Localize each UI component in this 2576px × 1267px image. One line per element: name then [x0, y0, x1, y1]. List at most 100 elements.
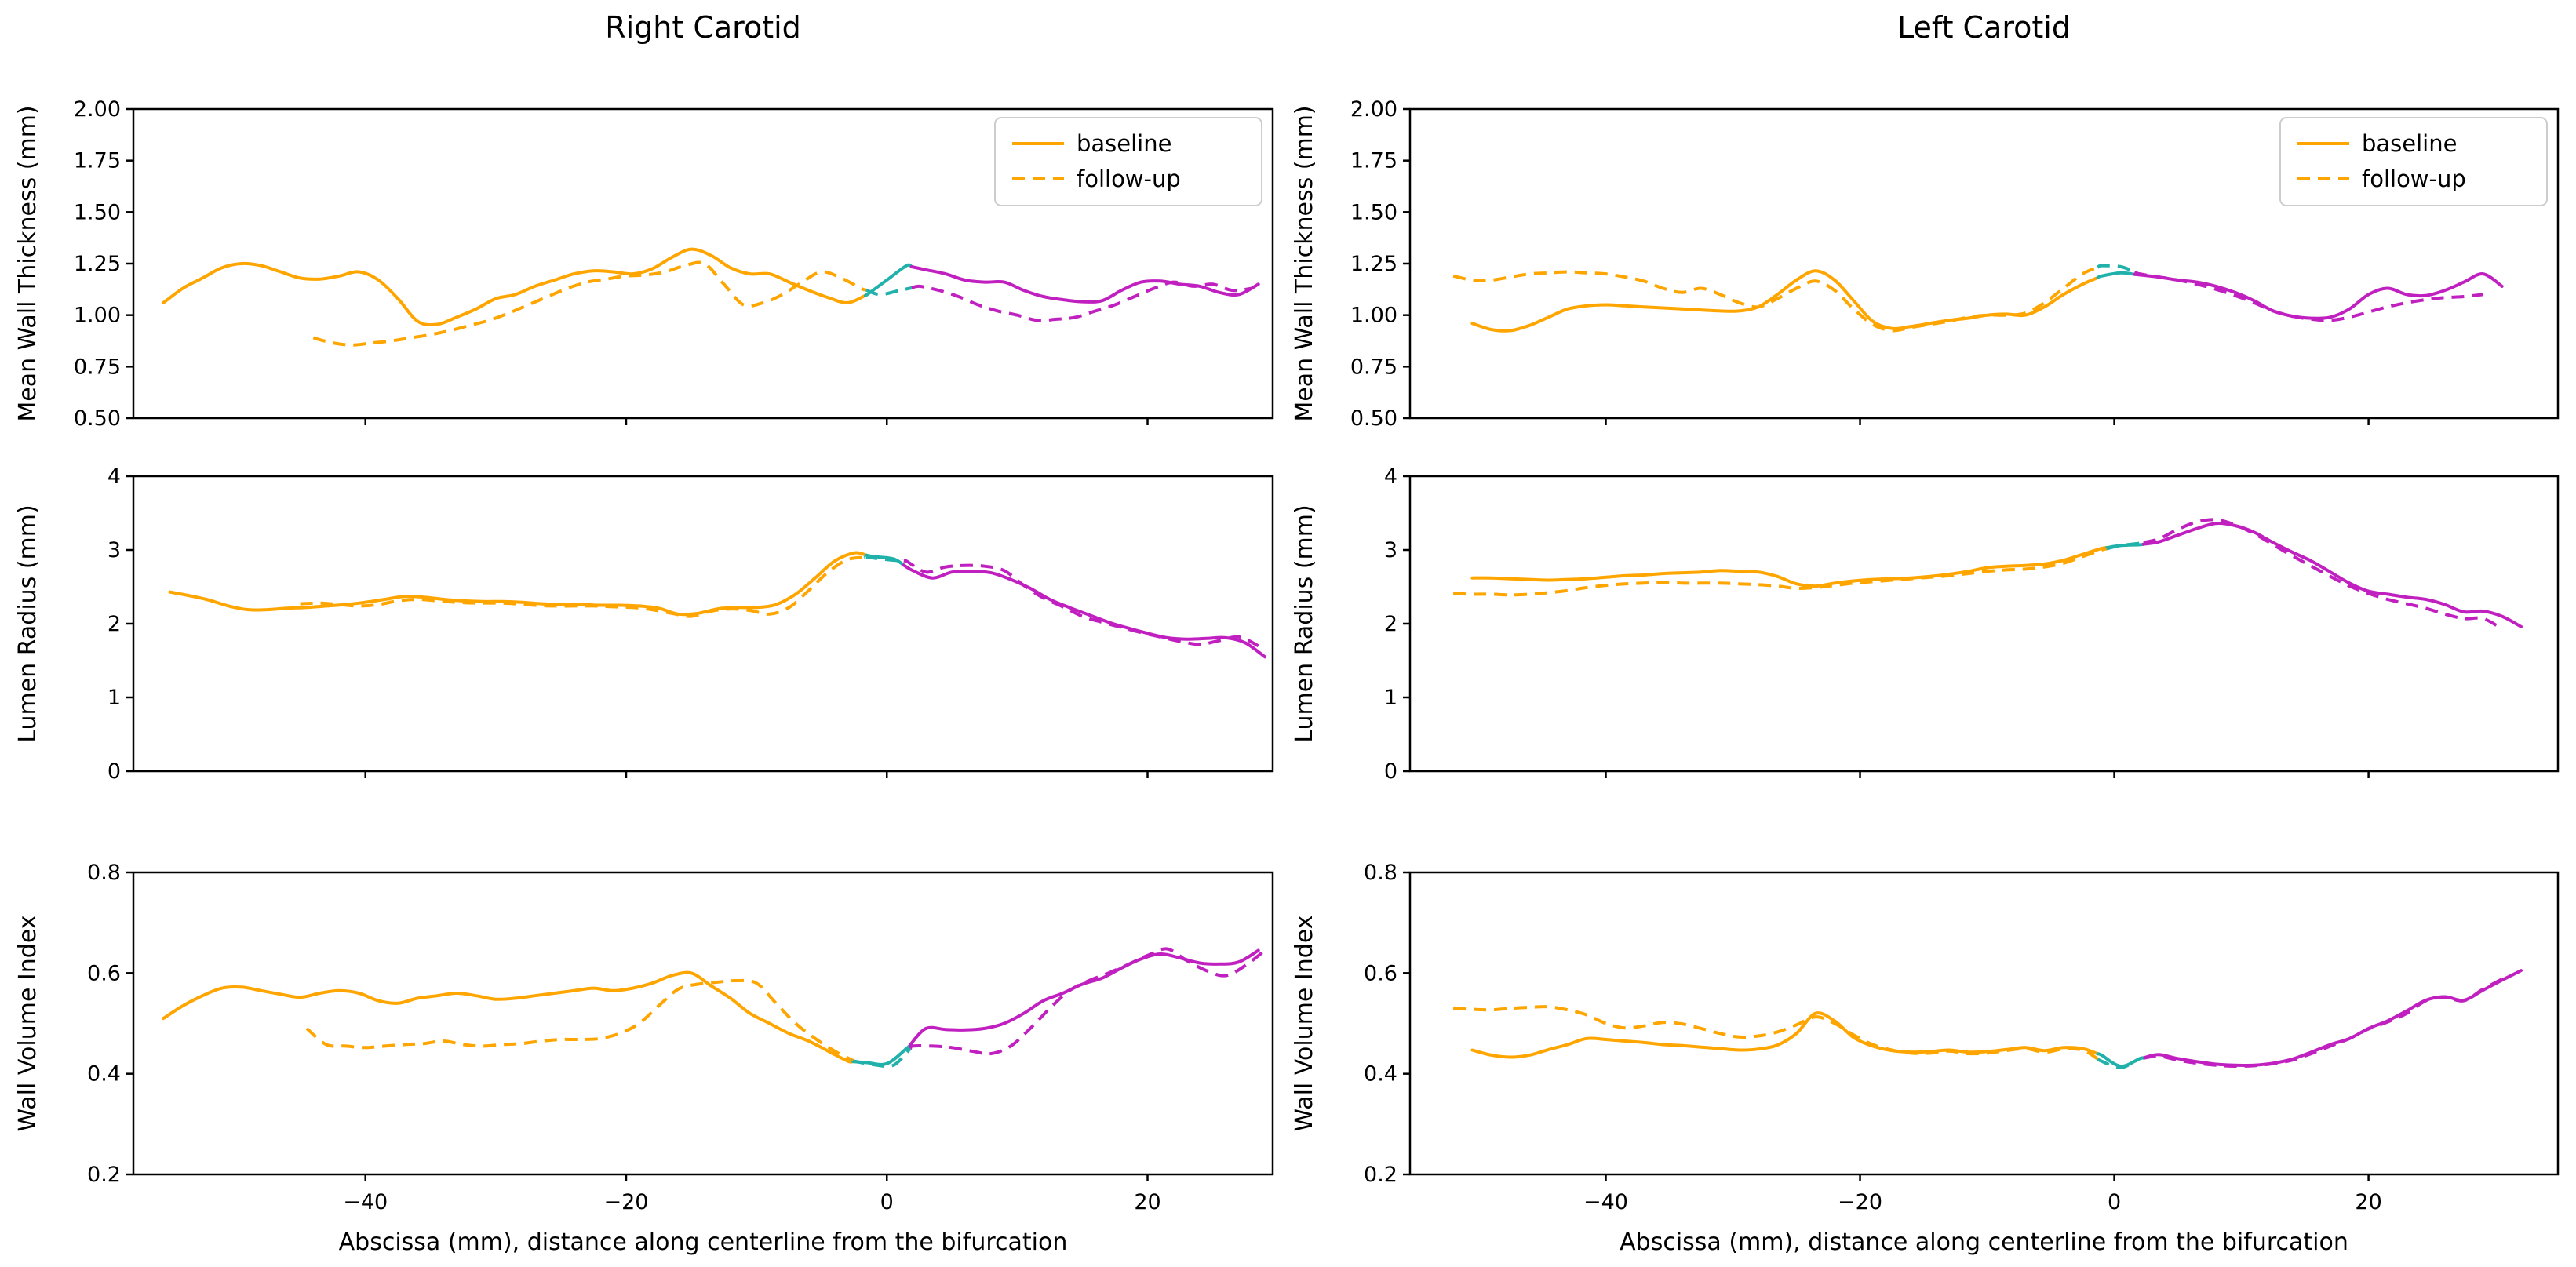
subplot-right-carotid-lumen-radius: 0 1 2 3 4 Lumen Radius (mm): [14, 464, 1274, 784]
y-tick-label: 4: [1384, 464, 1397, 489]
y-tick-label: 0.50: [74, 406, 121, 431]
x-tick-label: −20: [1838, 1190, 1882, 1214]
baseline-line-segment: [162, 247, 868, 327]
subplot-left-carotid-mean-wall-thickness: Left Carotid 0.50 0.75 1.00 1.25 1.50 1.75 2.00…: [1291, 10, 2560, 431]
baseline-line-segment: [2096, 271, 2137, 279]
y-tick-label: 0.8: [1364, 861, 1397, 885]
baseline-line-segment: [162, 970, 855, 1064]
follow-up-line-segment: [2143, 518, 2503, 631]
axes-spines: [132, 871, 1274, 1176]
y-axis-label: Mean Wall Thickness (mm): [1291, 105, 1318, 421]
follow-up-line-segment: [863, 555, 904, 563]
subplot-right-carotid-wall-volume-index: 0.2 0.4 0.6 0.8 −40 −20 0 20 Wall Volume Index Ab…: [14, 861, 1274, 1256]
y-axis-label: Wall Volume Index: [14, 915, 42, 1131]
y-axis-label: Mean Wall Thickness (mm): [14, 105, 42, 421]
baseline-line-segment: [168, 551, 868, 617]
x-tick-label: −20: [603, 1190, 648, 1214]
legend: baseline follow-up: [994, 117, 1262, 206]
legend: baseline follow-up: [2279, 117, 2548, 206]
y-tick-label: 0.4: [1364, 1062, 1397, 1087]
y-tick-label: 2: [1384, 612, 1397, 636]
baseline-line-segment: [1470, 546, 2108, 588]
x-tick-label: −40: [343, 1190, 388, 1214]
x-tick-label: −40: [1583, 1190, 1628, 1214]
x-tick-label: 0: [2108, 1190, 2121, 1214]
legend-label: baseline: [1077, 130, 1171, 157]
baseline-line-segment: [2141, 522, 2523, 628]
y-tick-label: 0.4: [87, 1062, 121, 1087]
x-axis-label: Abscissa (mm), distance along centerline…: [339, 1229, 1068, 1256]
legend-label: follow-up: [2362, 166, 2466, 192]
y-tick-label: 4: [107, 464, 121, 489]
y-axis-label: Lumen Radius (mm): [14, 504, 42, 742]
y-tick-label: 1.50: [1350, 200, 1397, 224]
plot-title: Left Carotid: [1897, 10, 2071, 45]
y-tick-label: 0.8: [87, 861, 121, 885]
baseline-line-segment: [863, 263, 913, 298]
x-tick-label: 0: [880, 1190, 894, 1214]
y-tick-label: 0.6: [87, 961, 121, 985]
follow-up-line-segment: [305, 978, 854, 1062]
y-tick-label: 0.75: [1350, 355, 1397, 379]
baseline-line-segment: [864, 553, 905, 567]
x-axis-label: Abscissa (mm), distance along centerline…: [1620, 1229, 2348, 1256]
y-axis-label: Lumen Radius (mm): [1291, 504, 1318, 742]
baseline-line-segment: [909, 948, 1260, 1047]
y-tick-label: 1.25: [1350, 252, 1397, 276]
y-tick-label: 2.00: [74, 97, 121, 122]
follow-up-line-segment: [2133, 270, 2483, 322]
baseline-line-segment: [2133, 272, 2504, 320]
y-tick-label: 1.00: [1350, 304, 1397, 328]
legend-box: [2279, 117, 2548, 206]
y-tick-label: 1.50: [74, 200, 121, 224]
follow-up-line-segment: [909, 947, 1266, 1056]
y-tick-label: 1.75: [74, 149, 121, 173]
baseline-line-segment: [1470, 1011, 2100, 1059]
y-tick-label: 0: [107, 759, 121, 784]
subplot-right-carotid-mean-wall-thickness: Right Carotid 0.50 0.75 1.00 1.25 1.50 1.75 2.0…: [14, 10, 1274, 431]
y-tick-label: 1.00: [74, 304, 121, 328]
follow-up-line-segment: [902, 558, 1259, 648]
y-tick-label: 1: [1384, 686, 1397, 710]
y-tick-label: 3: [1384, 538, 1397, 563]
follow-up-line-segment: [2097, 264, 2136, 274]
x-tick-label: 20: [1134, 1190, 1160, 1214]
y-tick-label: 2: [107, 612, 121, 636]
baseline-line-segment: [909, 265, 1260, 304]
follow-up-line-segment: [300, 555, 866, 618]
follow-up-line-segment: [2097, 1056, 2144, 1069]
y-tick-label: 0.2: [87, 1163, 121, 1187]
plot-title: Right Carotid: [605, 10, 801, 45]
follow-up-line-segment: [2143, 978, 2503, 1069]
y-tick-label: 1.75: [1350, 149, 1397, 173]
follow-up-line-segment: [911, 280, 1252, 322]
y-tick-label: 0.2: [1364, 1163, 1397, 1187]
axes-spines: [132, 107, 1274, 420]
follow-up-line-segment: [865, 286, 913, 297]
follow-up-line-segment: [2106, 541, 2144, 551]
y-tick-label: 0.6: [1364, 961, 1397, 985]
legend-label: follow-up: [1077, 166, 1181, 192]
subplot-left-carotid-wall-volume-index: 0.2 0.4 0.6 0.8 −40 −20 0 20 Wall Volume Index Ab…: [1291, 861, 2560, 1256]
axes-spines: [1408, 871, 2560, 1176]
follow-up-line-segment: [1452, 265, 2099, 333]
axes-spines: [1408, 475, 2560, 773]
y-tick-label: 1: [107, 686, 121, 710]
y-tick-label: 0.50: [1350, 406, 1397, 431]
legend-box: [994, 117, 1262, 206]
follow-up-line-segment: [312, 260, 867, 347]
y-axis-label: Wall Volume Index: [1291, 915, 1318, 1131]
baseline-line-segment: [902, 563, 1266, 659]
follow-up-line-segment: [1453, 1005, 2099, 1061]
y-tick-label: 3: [107, 538, 121, 563]
legend-label: baseline: [2362, 130, 2457, 157]
subplot-left-carotid-lumen-radius: 0 1 2 3 4 Lumen Radius (mm): [1291, 464, 2560, 784]
axes-spines: [132, 475, 1274, 773]
baseline-line-segment: [2141, 969, 2523, 1068]
follow-up-line-segment: [851, 1047, 912, 1069]
follow-up-line-segment: [1453, 547, 2108, 597]
baseline-line-segment: [1470, 269, 2100, 333]
axes-spines: [1408, 107, 2560, 420]
